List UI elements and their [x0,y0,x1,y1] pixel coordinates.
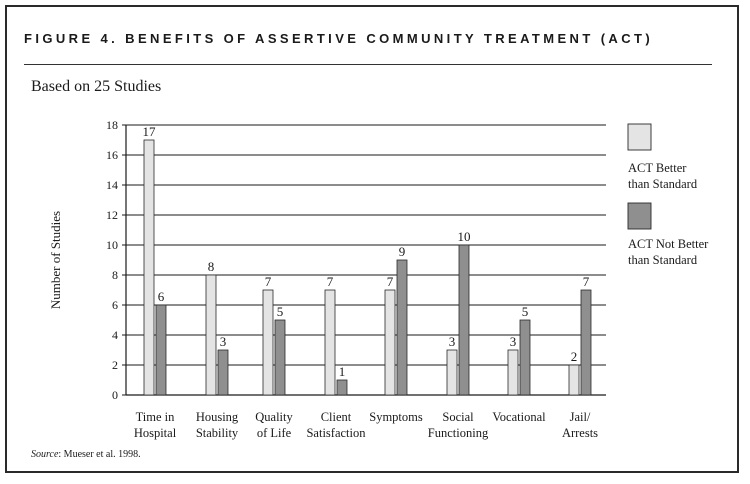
x-category-label: Satisfaction [306,426,366,440]
x-category-label: Client [321,410,352,424]
x-category-label: Stability [196,426,239,440]
source-label: Source [31,449,59,460]
chart-subtitle: Based on 25 Studies [31,78,162,95]
x-category-label: Time in [136,410,176,424]
y-tick-label: 12 [106,208,118,222]
data-label-act-not-better: 5 [522,304,529,319]
legend-act-better-swatch [627,123,652,151]
bar-act-better [446,349,458,396]
data-label-act-better: 8 [208,259,215,274]
x-category-label: Hospital [134,426,177,440]
bar-act-better [568,364,580,396]
bar-act-not-better [580,289,592,396]
data-label-act-not-better: 10 [458,229,471,244]
title-divider [24,64,712,65]
data-label-act-not-better: 1 [339,364,346,379]
x-category-label: Jail/ [570,410,591,424]
bar-act-not-better [519,319,531,396]
data-label-act-better: 2 [571,349,578,364]
data-label-act-better: 17 [143,124,157,139]
data-label-act-not-better: 3 [220,334,227,349]
bar-act-not-better [274,319,286,396]
bar-act-not-better [458,244,470,396]
bar-act-better [143,139,155,396]
x-category-label: of Life [257,426,292,440]
x-category-label: Arrests [562,426,598,440]
data-label-act-better: 7 [387,274,394,289]
legend-act-better-label: than Standard [628,177,698,191]
x-category-label: Housing [196,410,239,424]
x-category-label: Social [442,410,474,424]
y-tick-label: 4 [112,328,118,342]
y-tick-label: 16 [106,148,118,162]
y-axis-title: Number of Studies [48,211,63,309]
bar-act-not-better [336,379,348,396]
y-tick-label: 18 [106,118,118,132]
data-label-act-not-better: 9 [399,244,406,259]
data-label-act-better: 3 [510,334,517,349]
x-category-label: Functioning [428,426,489,440]
source-note: Source: Mueser et al. 1998. [31,449,141,460]
data-label-act-better: 3 [449,334,456,349]
bar-act-better [205,274,217,396]
source-text: : Mueser et al. 1998. [58,449,141,460]
figure-title: FIGURE 4. BENEFITS OF ASSERTIVE COMMUNIT… [24,31,654,46]
y-tick-label: 14 [106,178,118,192]
bar-act-better [384,289,396,396]
bar-act-not-better [396,259,408,396]
data-label-act-not-better: 6 [158,289,165,304]
data-label-act-not-better: 5 [277,304,284,319]
y-tick-label: 0 [112,388,118,402]
bar-act-not-better [217,349,229,396]
bar-act-better [324,289,336,396]
x-category-label: Symptoms [369,410,423,424]
legend-act-better-label: ACT Better [628,161,687,175]
x-category-label: Quality [255,410,293,424]
bar-act-better [262,289,274,396]
data-label-act-better: 7 [265,274,272,289]
legend-act-not-better-swatch [627,202,652,230]
legend-act-not-better-label: ACT Not Better [628,237,709,251]
y-tick-label: 6 [112,298,118,312]
legend-act-not-better-label: than Standard [628,253,698,267]
y-tick-label: 8 [112,268,118,282]
bar-act-better [507,349,519,396]
y-tick-label: 2 [112,358,118,372]
y-tick-label: 10 [106,238,118,252]
data-label-act-not-better: 7 [583,274,590,289]
x-category-label: Vocational [492,410,546,424]
data-label-act-better: 7 [327,274,334,289]
bar-act-not-better [155,304,167,396]
